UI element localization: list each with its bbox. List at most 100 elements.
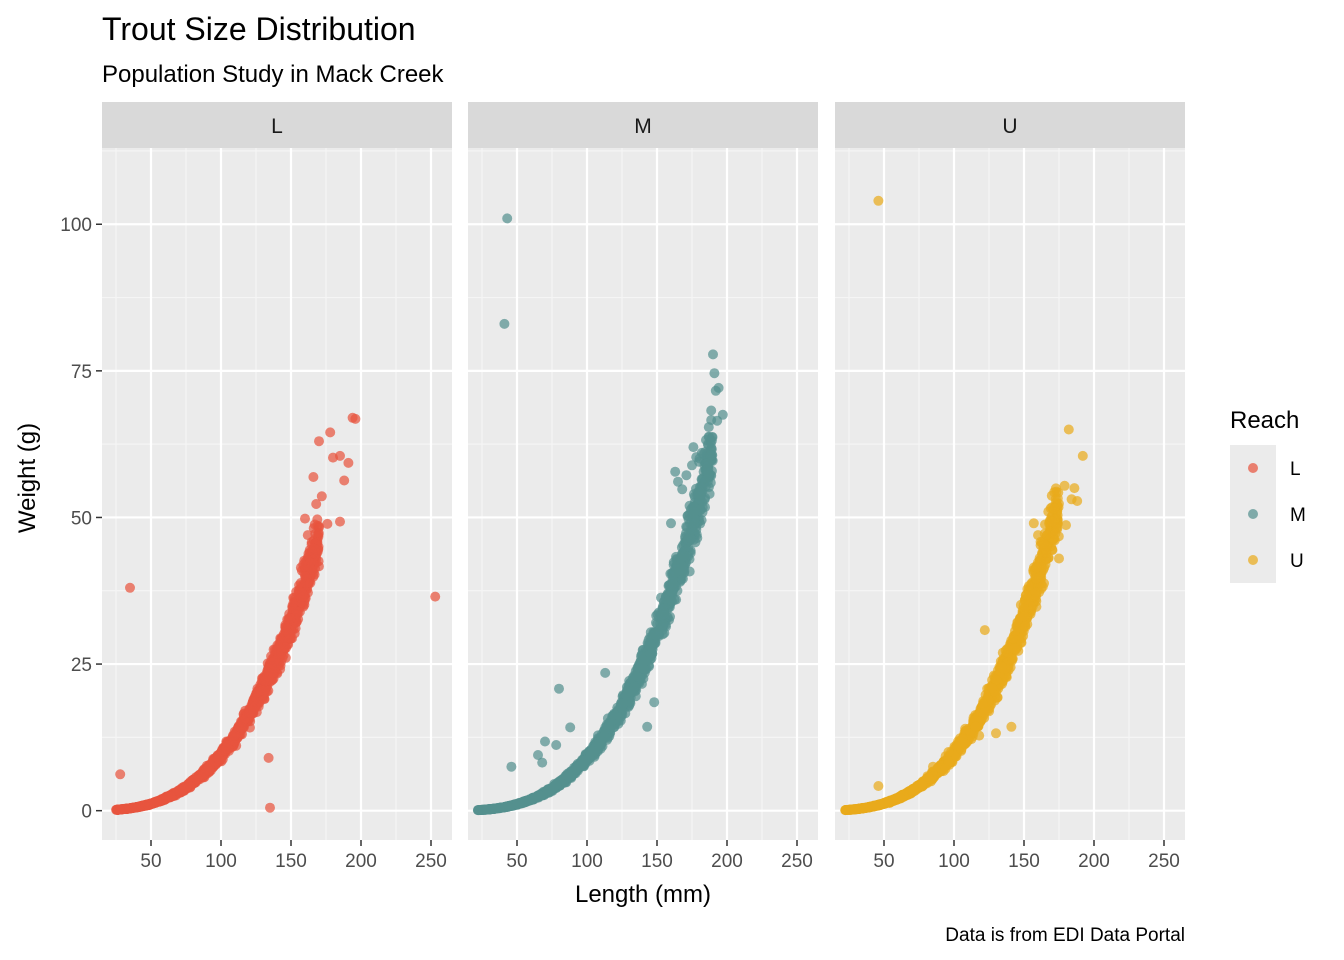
data-point [1033, 530, 1043, 541]
y-axis: 0 25 50 75 100 [60, 215, 102, 823]
data-point [870, 800, 881, 811]
x-tick-label: 250 [1148, 851, 1180, 872]
data-point [673, 476, 683, 487]
data-point [1059, 480, 1070, 491]
series-points-L [111, 412, 441, 815]
series-points-M [472, 213, 728, 816]
data-point [697, 475, 708, 486]
x-tick-label: 250 [415, 851, 447, 872]
data-point [1038, 538, 1049, 549]
data-point [343, 457, 354, 468]
data-point [125, 582, 135, 593]
data-point [308, 472, 319, 482]
data-point [302, 530, 313, 541]
facet-panel-U: U [835, 102, 1185, 840]
facet-strip [102, 102, 452, 148]
data-point [265, 802, 275, 813]
facet-strip [835, 102, 1185, 148]
data-point [1001, 672, 1012, 683]
x-tick-label: 100 [938, 851, 970, 872]
data-point [589, 746, 600, 757]
data-point [280, 642, 291, 653]
data-point [263, 752, 274, 763]
data-point [204, 762, 215, 773]
data-point [1061, 520, 1071, 531]
facet-panel-L: L [102, 102, 452, 840]
data-point [173, 785, 183, 796]
data-point [1042, 529, 1053, 540]
data-point [154, 796, 164, 807]
data-point [1077, 450, 1088, 461]
data-point [144, 798, 155, 809]
data-point [551, 740, 562, 750]
data-point [693, 487, 704, 498]
data-point [709, 368, 720, 379]
data-point [684, 500, 695, 511]
data-point [1063, 424, 1074, 435]
data-point [689, 519, 700, 530]
x-axis-title: Length (mm) [575, 881, 711, 908]
data-point [1054, 553, 1064, 564]
data-point [928, 761, 938, 772]
data-point [873, 195, 884, 206]
data-point [708, 349, 718, 360]
data-point [325, 427, 336, 438]
x-tick-label: 200 [345, 851, 377, 872]
data-point [991, 674, 1002, 685]
data-point [533, 790, 544, 801]
x-tick-label: 50 [873, 851, 894, 872]
data-point [600, 667, 611, 678]
data-point [335, 516, 345, 527]
data-point [687, 460, 697, 471]
facet-strip-label: M [634, 115, 652, 138]
legend-label-M: M [1290, 505, 1306, 526]
data-point [537, 757, 548, 768]
data-point [499, 318, 510, 329]
data-point [991, 728, 1001, 739]
data-point [681, 470, 692, 481]
y-tick-label: 100 [60, 215, 92, 236]
data-point [850, 804, 861, 815]
data-point [502, 213, 513, 224]
data-point [268, 655, 279, 666]
data-point [1021, 589, 1032, 600]
y-tick-label: 25 [71, 655, 92, 676]
data-point [712, 415, 723, 426]
data-point [350, 413, 361, 424]
data-point [1006, 721, 1017, 732]
data-point [134, 801, 145, 812]
data-point [244, 708, 255, 718]
data-point [609, 709, 620, 720]
legend-title: Reach [1230, 407, 1299, 434]
data-point [960, 725, 971, 736]
data-point [642, 721, 653, 732]
data-point [960, 738, 971, 749]
data-point [922, 771, 933, 782]
facet-strip-label: L [271, 115, 283, 138]
data-point [1031, 562, 1042, 573]
x-tick-label: 150 [275, 851, 307, 872]
data-point [298, 591, 308, 602]
data-point [1037, 581, 1048, 592]
data-point [506, 761, 517, 772]
data-point [305, 563, 316, 574]
data-point [1031, 573, 1042, 584]
data-point [666, 518, 676, 529]
facet-panel-M: M [468, 102, 818, 840]
data-point [578, 760, 589, 771]
panel-background [102, 148, 452, 840]
data-point [637, 654, 648, 665]
data-point [311, 499, 322, 509]
data-point [263, 685, 274, 696]
x-tick-label: 100 [205, 851, 237, 872]
data-point [300, 571, 310, 582]
data-point [115, 769, 126, 780]
legend-label-L: L [1290, 459, 1301, 480]
panel-background [468, 148, 818, 840]
data-point [280, 621, 291, 632]
data-point [706, 405, 717, 416]
data-point [940, 763, 951, 774]
data-point [322, 518, 333, 529]
data-point [647, 644, 658, 655]
data-point [980, 689, 991, 700]
